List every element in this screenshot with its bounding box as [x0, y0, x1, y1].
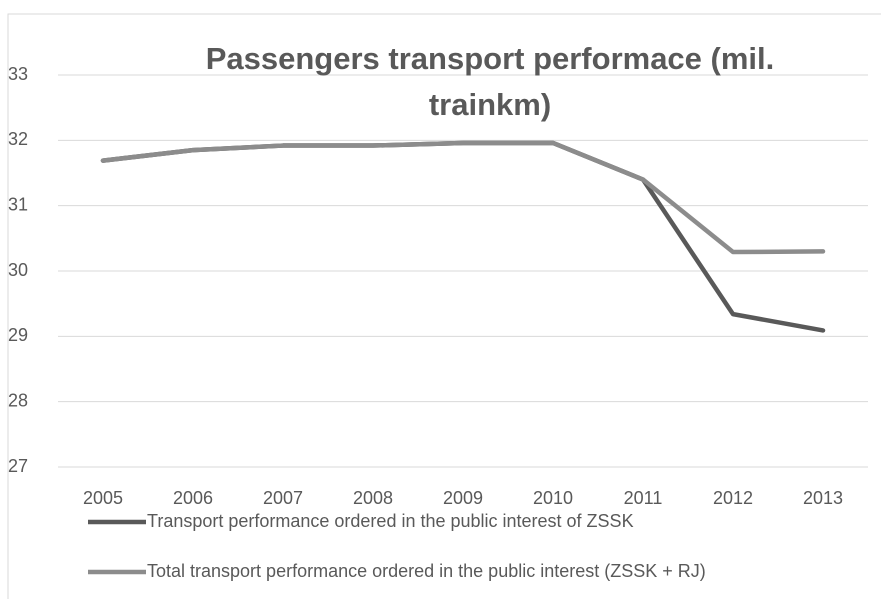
- y-tick-label: 31: [8, 194, 28, 214]
- x-tick-label: 2013: [803, 488, 843, 508]
- y-tick-label: 28: [8, 390, 28, 410]
- series-line: [100, 140, 826, 255]
- x-tick-label: 2005: [83, 488, 123, 508]
- legend-label: Transport performance ordered in the pub…: [147, 511, 634, 531]
- x-tick-label: 2012: [713, 488, 753, 508]
- y-tick-label: 27: [8, 456, 28, 476]
- y-tick-label: 32: [8, 129, 28, 149]
- y-tick-label: 29: [8, 325, 28, 345]
- x-tick-label: 2009: [443, 488, 483, 508]
- x-tick-label: 2011: [624, 488, 663, 508]
- chart-title: Passengers transport performace (mil. tr…: [205, 41, 775, 122]
- chart-frame: [7, 13, 881, 599]
- x-tick-label: 2010: [533, 488, 573, 508]
- legend-label: Total transport performance ordered in t…: [147, 561, 706, 581]
- y-tick-label: 33: [8, 64, 28, 84]
- x-tick-label: 2007: [263, 488, 303, 508]
- x-tick-label: 2008: [353, 488, 393, 508]
- y-tick-label: 30: [8, 260, 28, 280]
- x-tick-label: 2006: [173, 488, 213, 508]
